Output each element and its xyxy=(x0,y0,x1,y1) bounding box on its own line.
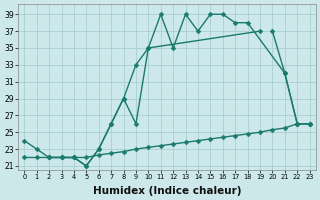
X-axis label: Humidex (Indice chaleur): Humidex (Indice chaleur) xyxy=(93,186,241,196)
